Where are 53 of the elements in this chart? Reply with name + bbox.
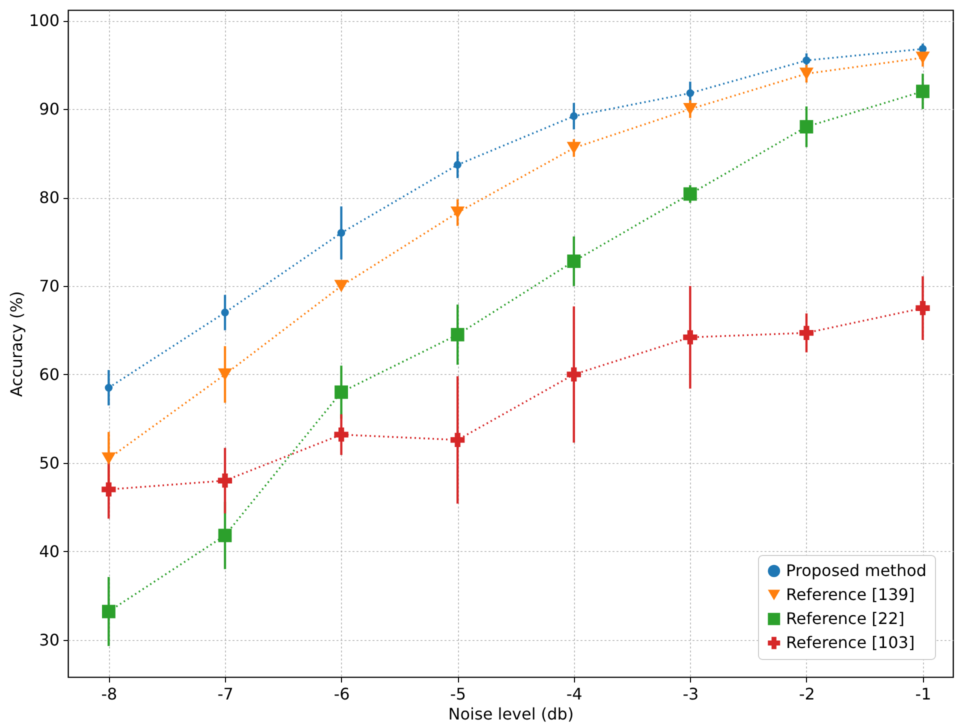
x-tick-label: -6 bbox=[334, 684, 350, 704]
point bbox=[454, 160, 462, 169]
x-axis-title: Noise level (db) bbox=[448, 704, 574, 724]
point bbox=[450, 328, 464, 342]
point bbox=[218, 474, 232, 488]
point bbox=[337, 229, 346, 237]
point bbox=[334, 280, 348, 292]
point bbox=[570, 112, 578, 120]
x-tick-label: -7 bbox=[218, 684, 234, 704]
x-tick-label: -4 bbox=[566, 684, 582, 704]
point bbox=[916, 301, 930, 316]
point bbox=[218, 528, 232, 542]
y-tick-label: 50 bbox=[39, 453, 60, 472]
legend-label: Reference [22] bbox=[786, 609, 904, 628]
point bbox=[450, 432, 465, 447]
y-tick-label: 40 bbox=[39, 542, 60, 561]
point bbox=[683, 330, 698, 344]
y-tick-label: 60 bbox=[39, 364, 60, 384]
point bbox=[683, 102, 698, 116]
point bbox=[334, 385, 348, 399]
point bbox=[218, 368, 232, 381]
x-tick-label: -8 bbox=[101, 684, 118, 704]
legend-label: Proposed method bbox=[786, 561, 927, 580]
y-axis-title: Accuracy (%) bbox=[6, 291, 26, 397]
legend-label: Reference [103] bbox=[786, 633, 915, 652]
x-tick-label: -3 bbox=[682, 684, 699, 704]
point bbox=[102, 452, 116, 465]
y-tick-label: 90 bbox=[39, 100, 60, 119]
y-tick-label: 70 bbox=[39, 276, 60, 296]
point bbox=[102, 604, 116, 618]
point bbox=[799, 326, 814, 340]
y-tick-label: 80 bbox=[39, 188, 60, 208]
point bbox=[800, 120, 814, 134]
point bbox=[102, 482, 116, 497]
point bbox=[683, 187, 697, 201]
point bbox=[567, 254, 581, 268]
point bbox=[916, 84, 930, 98]
x-tick-label: -2 bbox=[798, 684, 815, 704]
point bbox=[450, 206, 465, 219]
point bbox=[916, 52, 930, 64]
point bbox=[566, 142, 581, 154]
point bbox=[334, 428, 348, 442]
point bbox=[221, 308, 229, 316]
legend-label: Reference [139] bbox=[786, 585, 915, 604]
point bbox=[566, 367, 581, 382]
y-tick-label: 30 bbox=[39, 630, 60, 650]
point bbox=[802, 56, 810, 64]
point bbox=[104, 384, 113, 392]
x-tick-label: -5 bbox=[450, 684, 466, 704]
point bbox=[686, 89, 694, 98]
y-tick-label: 100 bbox=[28, 11, 60, 30]
point bbox=[799, 68, 814, 80]
x-tick-label: -1 bbox=[915, 684, 932, 704]
